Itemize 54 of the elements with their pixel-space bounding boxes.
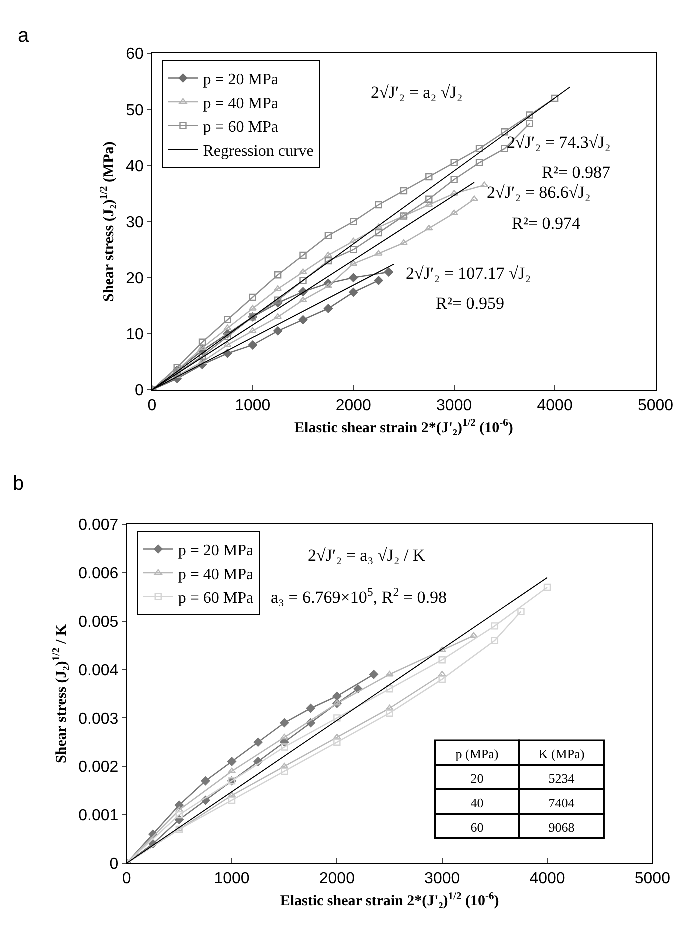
y-tick-label: 0.005 — [78, 614, 119, 631]
annotation: 60 — [470, 820, 484, 835]
legend-label: p = 60 MPa — [178, 590, 254, 608]
annotation: R²= 0.959 — [436, 294, 505, 313]
x-tick-label: 4000 — [530, 870, 566, 888]
legend-label: p = 60 MPa — [203, 119, 278, 136]
x-tick-label: 5000 — [634, 870, 671, 888]
y-tick-label: 40 — [126, 158, 144, 176]
y-tick-label: 0.002 — [78, 759, 119, 776]
annotation: 2√J′₂ = a₃ √J₂ / K — [308, 546, 426, 565]
y-tick-label: 0.003 — [78, 710, 119, 728]
x-tick-label: 1000 — [235, 397, 271, 414]
y-tick-label: 0.007 — [78, 517, 119, 534]
x-tick-label: 2000 — [336, 397, 372, 414]
x-tick-label: 4000 — [537, 397, 573, 414]
annotation: R²= 0.974 — [512, 214, 582, 233]
legend-label: Regression curve — [203, 142, 314, 160]
y-tick-label: 0 — [110, 856, 119, 874]
x-axis-title: Elastic shear strain 2*(J'₂)$^{1/2}$ (10$^{-6}$) — [280, 891, 500, 910]
text: a — [18, 25, 30, 47]
annotation: p (MPa) — [456, 746, 499, 762]
y-tick-label: 0.004 — [78, 662, 119, 680]
y-tick-label: 0.001 — [78, 808, 119, 825]
x-tick-label: 3000 — [436, 397, 472, 414]
annotation: 9068 — [548, 820, 575, 835]
annotation: 2√J′₂ = 86.6√J₂ — [487, 183, 591, 202]
annotation: 20 — [470, 770, 484, 786]
legend-label: p = 20 MPa — [203, 71, 278, 88]
x-tick-label: 1000 — [214, 870, 250, 888]
annotation: 2√J′₂ = 107.17 √J₂ — [406, 264, 532, 283]
y-tick-label: 60 — [126, 46, 144, 64]
x-axis-title: Elastic shear strain 2*(J'₂)$^{1/2}$ (10$^{-6}$) — [294, 418, 514, 436]
y-tick-label: 10 — [126, 326, 144, 344]
x-tick-label: 3000 — [424, 870, 460, 888]
y-tick-label: 50 — [126, 102, 144, 120]
legend-label: p = 40 MPa — [178, 566, 254, 584]
legend-label: p = 40 MPa — [203, 95, 278, 112]
x-tick-label: 5000 — [638, 397, 674, 414]
x-tick-label: 2000 — [319, 870, 356, 888]
annotation: R²= 0.987 — [542, 163, 612, 182]
annotation: 40 — [470, 795, 484, 810]
y-tick-label: 20 — [126, 270, 144, 288]
annotation: 2√J′₂ = a₂ √J₂ — [371, 83, 463, 102]
x-tick-label: 0 — [148, 397, 157, 414]
y-tick-label: 0.006 — [78, 566, 119, 583]
annotation: K (MPa) — [538, 746, 585, 762]
text: b — [13, 473, 24, 495]
legend-label: p = 20 MPa — [178, 542, 254, 560]
annotation: 2√J′₂ = 74.3√J₂ — [507, 133, 611, 152]
annotation: 5234 — [548, 770, 576, 786]
annotation: 7404 — [548, 795, 576, 810]
y-tick-label: 30 — [126, 214, 144, 232]
annotation: a₃ = 6.769×10$^{5}$, R$^{2}$ = 0.98 — [271, 585, 447, 608]
y-tick-label: 0 — [135, 382, 144, 400]
